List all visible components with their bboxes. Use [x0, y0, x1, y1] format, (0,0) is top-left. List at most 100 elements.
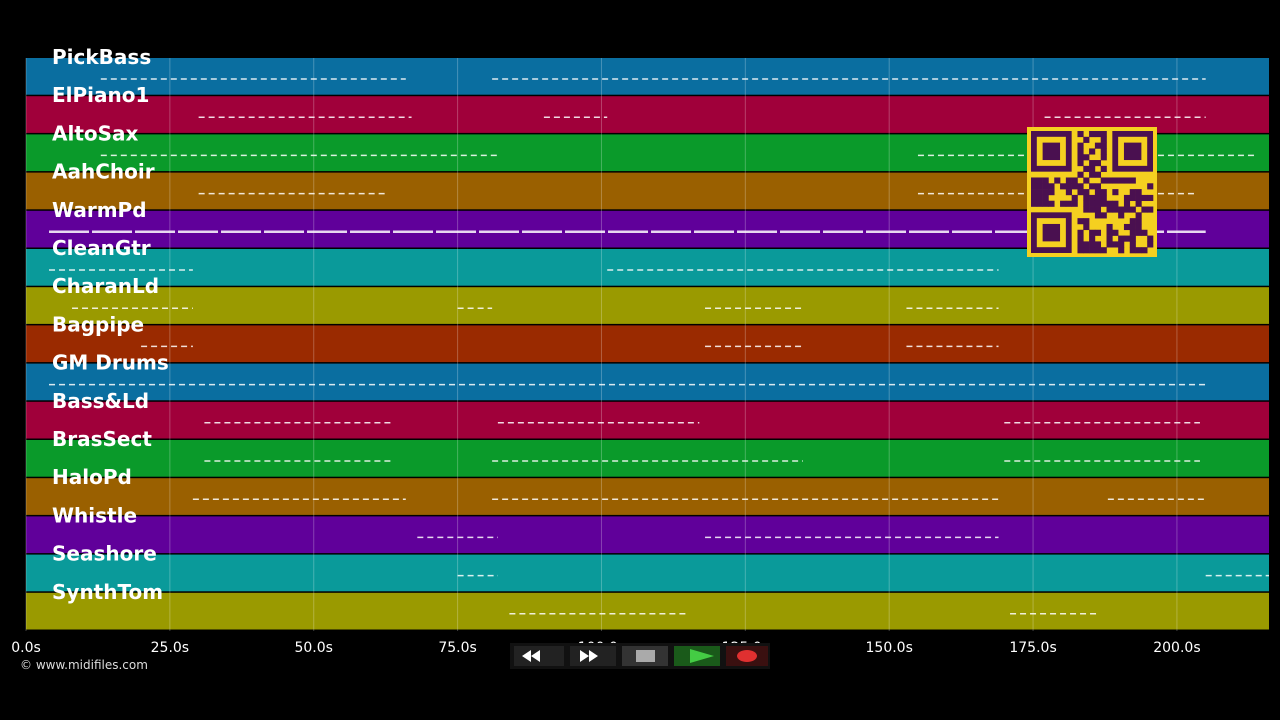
qr-cell	[1106, 200, 1113, 207]
qr-cell	[1065, 183, 1072, 190]
qr-cell	[1118, 247, 1125, 254]
qr-cell	[1083, 177, 1090, 184]
qr-cell	[1100, 148, 1107, 155]
qr-cell	[1089, 200, 1096, 207]
qr-cell	[1083, 206, 1090, 213]
qr-cell	[1077, 183, 1084, 190]
qr-cell	[1100, 247, 1107, 254]
qr-cell	[1031, 183, 1038, 190]
qr-cell	[1100, 154, 1107, 161]
track-band	[26, 287, 1269, 324]
qr-cell	[1123, 223, 1131, 231]
qr-cell	[1100, 212, 1107, 219]
notes	[49, 78, 1269, 615]
qr-cell	[1077, 241, 1084, 248]
x-tick-label: 175.0s	[1009, 640, 1056, 656]
qr-cell	[1100, 131, 1107, 138]
qr-cell	[1089, 131, 1096, 138]
qr-cell	[1112, 200, 1119, 207]
qr-cell	[1089, 171, 1096, 178]
labels: PickBass ElPiano1 AltoSax AahChoir WarmPd Cle…	[52, 45, 169, 604]
qr-cell	[1089, 247, 1096, 254]
qr-cell	[1077, 142, 1084, 149]
forward-icon	[580, 650, 598, 662]
qr-cell	[1071, 200, 1078, 207]
qr-cell	[1100, 200, 1107, 207]
qr-cell	[1042, 183, 1049, 190]
qr-cell	[1100, 194, 1107, 202]
qr-cell	[1112, 177, 1119, 184]
qr-cell	[1106, 223, 1113, 231]
qr-cell	[1077, 160, 1084, 167]
track-band	[26, 401, 1269, 439]
qr-cell	[1147, 183, 1154, 190]
qr-cell	[1094, 206, 1102, 213]
qr-cell	[1123, 235, 1131, 242]
qr-cell	[1129, 206, 1136, 213]
qr-cell	[1094, 229, 1102, 236]
qr-cell	[1083, 136, 1090, 143]
qr-cell	[1083, 241, 1090, 248]
track-band	[26, 96, 1269, 133]
qr-cell	[1089, 241, 1096, 248]
grid	[25, 58, 1178, 631]
qr-cell	[1129, 229, 1136, 236]
qr-cell	[1112, 229, 1119, 236]
rewind-icon	[522, 650, 540, 662]
qr-cell	[1048, 183, 1055, 190]
qr-cell	[1112, 241, 1119, 248]
qr-cell	[1060, 200, 1067, 207]
qr-cell	[1106, 177, 1113, 184]
qr-cell	[1141, 194, 1148, 202]
qr-cell	[1135, 194, 1142, 202]
qr-cell	[1077, 171, 1084, 178]
qr-cell	[1077, 189, 1084, 196]
qr-finder	[1042, 142, 1061, 161]
qr-cell	[1094, 194, 1102, 202]
qr-cell	[1077, 247, 1084, 254]
qr-cell	[1129, 218, 1136, 225]
qr-cell	[1100, 165, 1107, 172]
qr-cell	[1118, 212, 1125, 219]
qr-cell	[1135, 212, 1142, 219]
qr-cell	[1135, 189, 1142, 196]
qr-cell	[1036, 177, 1043, 184]
copyright: © www.midifiles.com	[20, 658, 148, 672]
qr-cell	[1118, 241, 1125, 248]
qr-cell	[1065, 177, 1072, 184]
qr-cell	[1083, 189, 1090, 196]
qr-cell	[1094, 241, 1102, 248]
qr-cell	[1106, 235, 1113, 242]
qr-cell	[1135, 200, 1142, 207]
qr-cell	[1089, 165, 1096, 172]
track-label: BrasSect	[52, 427, 152, 451]
x-tick-label: 50.0s	[294, 640, 332, 656]
track-band	[26, 478, 1269, 515]
track-band	[26, 58, 1269, 95]
qr-cell	[1077, 148, 1084, 155]
track-label: HaloPd	[52, 465, 132, 489]
qr-cell	[1141, 206, 1148, 213]
track-label: AahChoir	[52, 160, 155, 184]
qr-cell	[1147, 235, 1154, 242]
qr-cell	[1036, 194, 1043, 202]
qr-cell	[1031, 194, 1038, 202]
qr-cell	[1071, 194, 1078, 202]
track-label: Bass&Ld	[52, 389, 149, 413]
qr-cell	[1135, 247, 1142, 254]
x-tick-label: 75.0s	[438, 640, 476, 656]
qr-cell	[1118, 235, 1125, 242]
qr-cell	[1118, 177, 1125, 184]
qr-cell	[1106, 206, 1113, 213]
qr-cell	[1129, 223, 1136, 231]
play-icon	[690, 649, 714, 663]
qr-cell	[1129, 247, 1136, 254]
qr-cell	[1036, 200, 1043, 207]
track-band	[26, 516, 1269, 554]
track-label: PickBass	[52, 45, 151, 69]
track-label: CharanLd	[52, 274, 159, 298]
x-tick-label: 200.0s	[1153, 640, 1200, 656]
qr-code	[1027, 127, 1157, 257]
qr-cell	[1094, 171, 1102, 178]
